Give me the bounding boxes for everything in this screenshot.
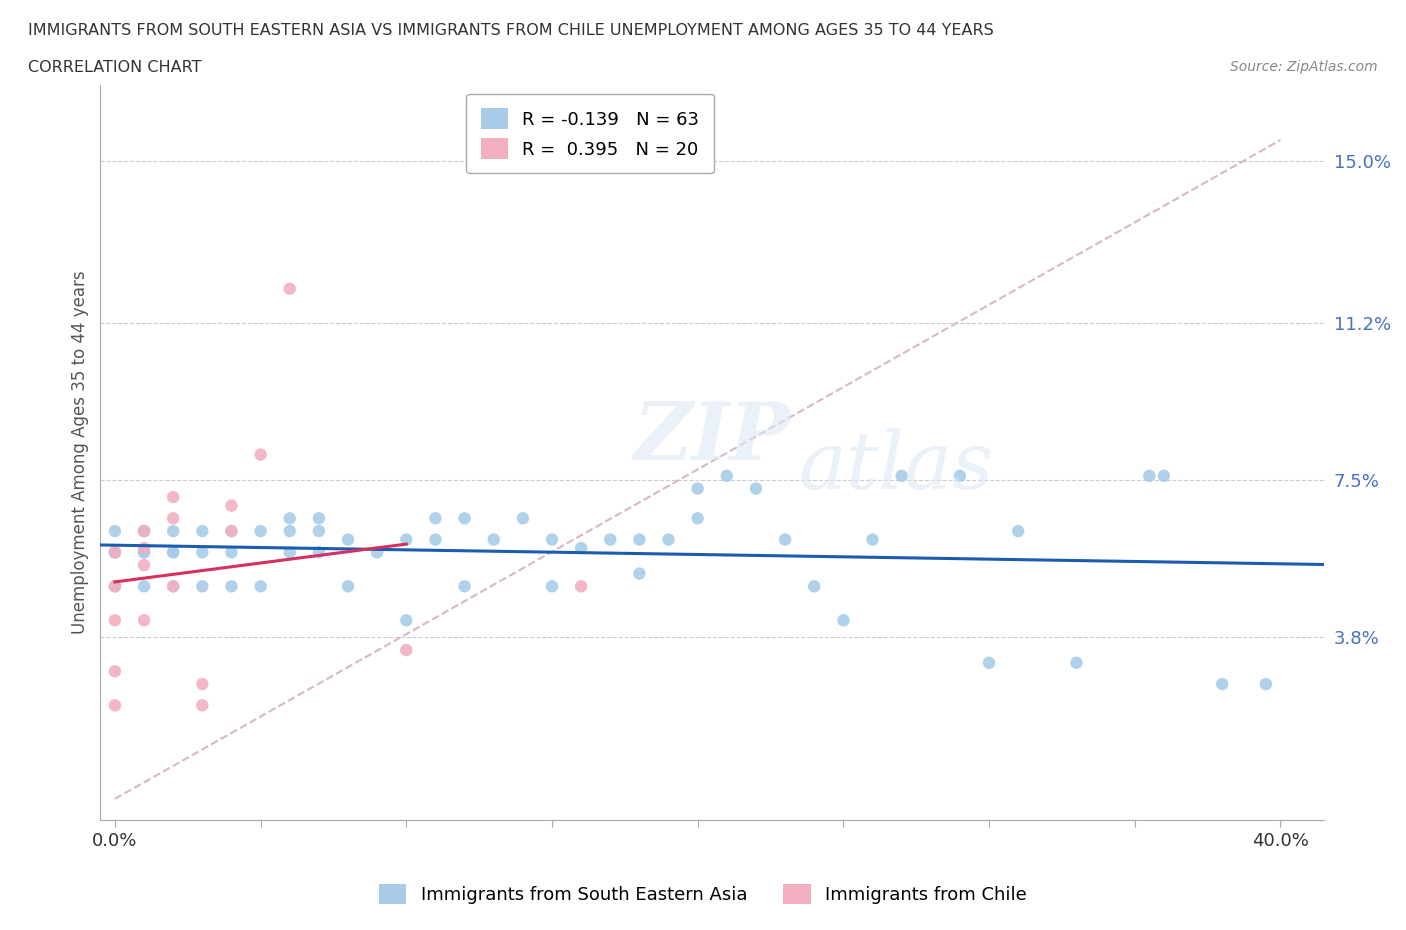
Point xyxy=(745,481,768,496)
Point xyxy=(249,524,271,538)
Text: Source: ZipAtlas.com: Source: ZipAtlas.com xyxy=(1230,60,1378,74)
Point xyxy=(132,524,155,538)
Point xyxy=(132,545,155,560)
Point xyxy=(1153,469,1175,484)
Text: IMMIGRANTS FROM SOUTH EASTERN ASIA VS IMMIGRANTS FROM CHILE UNEMPLOYMENT AMONG A: IMMIGRANTS FROM SOUTH EASTERN ASIA VS IM… xyxy=(28,23,994,38)
Point xyxy=(453,511,475,525)
Point xyxy=(191,524,214,538)
Point xyxy=(191,578,214,593)
Point xyxy=(308,524,330,538)
Point xyxy=(191,545,214,560)
Point xyxy=(541,578,564,593)
Point xyxy=(104,545,127,560)
Y-axis label: Unemployment Among Ages 35 to 44 years: Unemployment Among Ages 35 to 44 years xyxy=(72,271,89,634)
Point xyxy=(221,498,243,513)
Point xyxy=(104,545,127,560)
Point xyxy=(104,578,127,593)
Point xyxy=(949,469,972,484)
Point xyxy=(628,532,651,547)
Point xyxy=(191,698,214,712)
Point xyxy=(191,677,214,692)
Point xyxy=(890,469,912,484)
Point xyxy=(132,613,155,628)
Point xyxy=(308,545,330,560)
Point xyxy=(1137,469,1160,484)
Point xyxy=(425,511,447,525)
Point xyxy=(395,532,418,547)
Point xyxy=(541,532,564,547)
Text: ZIP: ZIP xyxy=(634,399,790,476)
Point xyxy=(569,540,592,555)
Legend: R = -0.139   N = 63, R =  0.395   N = 20: R = -0.139 N = 63, R = 0.395 N = 20 xyxy=(467,94,714,173)
Point xyxy=(599,532,621,547)
Point xyxy=(104,698,127,712)
Point xyxy=(162,578,184,593)
Point xyxy=(657,532,679,547)
Point xyxy=(162,545,184,560)
Point xyxy=(862,532,884,547)
Point xyxy=(132,540,155,555)
Point xyxy=(132,524,155,538)
Point xyxy=(249,578,271,593)
Point xyxy=(278,545,301,560)
Point xyxy=(1007,524,1029,538)
Point xyxy=(832,613,855,628)
Point xyxy=(337,532,360,547)
Point xyxy=(395,643,418,658)
Point xyxy=(162,545,184,560)
Point xyxy=(425,532,447,547)
Point xyxy=(977,656,1000,671)
Point xyxy=(278,282,301,297)
Point xyxy=(628,566,651,581)
Point xyxy=(773,532,796,547)
Point xyxy=(686,511,709,525)
Point xyxy=(395,613,418,628)
Point xyxy=(104,545,127,560)
Point xyxy=(132,578,155,593)
Point xyxy=(278,511,301,525)
Point xyxy=(104,578,127,593)
Point xyxy=(1066,656,1088,671)
Point xyxy=(1211,677,1233,692)
Point xyxy=(132,545,155,560)
Point xyxy=(104,524,127,538)
Legend: Immigrants from South Eastern Asia, Immigrants from Chile: Immigrants from South Eastern Asia, Immi… xyxy=(373,876,1033,911)
Point xyxy=(162,511,184,525)
Point xyxy=(162,578,184,593)
Point xyxy=(366,545,388,560)
Point xyxy=(337,578,360,593)
Point xyxy=(132,558,155,573)
Point xyxy=(132,524,155,538)
Point xyxy=(686,481,709,496)
Point xyxy=(453,578,475,593)
Point xyxy=(221,545,243,560)
Point xyxy=(249,447,271,462)
Point xyxy=(512,511,534,525)
Point xyxy=(569,578,592,593)
Point xyxy=(803,578,825,593)
Point xyxy=(278,524,301,538)
Point xyxy=(104,613,127,628)
Point xyxy=(221,524,243,538)
Point xyxy=(221,578,243,593)
Point xyxy=(716,469,738,484)
Text: atlas: atlas xyxy=(799,429,994,506)
Text: CORRELATION CHART: CORRELATION CHART xyxy=(28,60,201,75)
Point xyxy=(221,524,243,538)
Point xyxy=(104,664,127,679)
Point xyxy=(104,545,127,560)
Point xyxy=(482,532,505,547)
Point xyxy=(308,511,330,525)
Point xyxy=(162,524,184,538)
Point xyxy=(162,489,184,504)
Point xyxy=(1254,677,1277,692)
